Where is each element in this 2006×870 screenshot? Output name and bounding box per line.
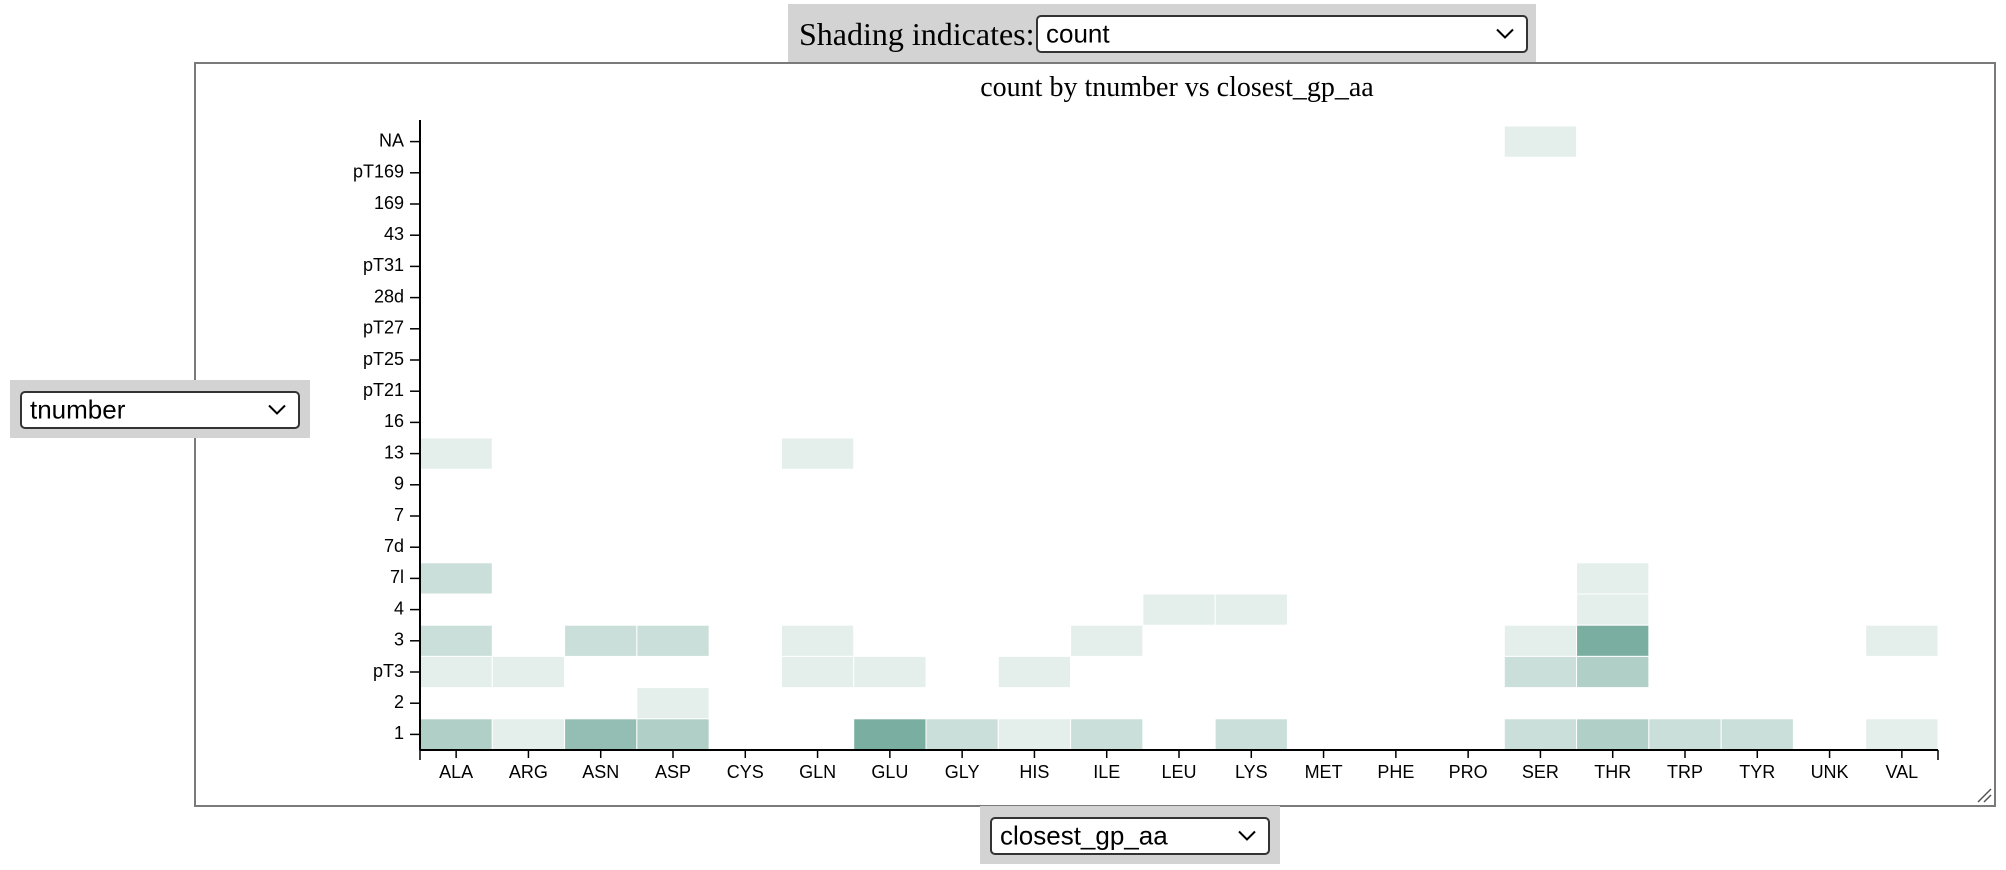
y-tick-label: 7l bbox=[390, 567, 404, 587]
x-tick-label: MET bbox=[1305, 762, 1343, 782]
heatmap-cell bbox=[853, 718, 927, 751]
heatmap-cell bbox=[1142, 593, 1216, 626]
heatmap-cell bbox=[1214, 593, 1288, 626]
y-tick-label: 3 bbox=[394, 630, 404, 650]
heatmap-cell bbox=[997, 718, 1072, 751]
heatmap-cell bbox=[636, 624, 710, 657]
x-axis-control: closest_gp_aa bbox=[980, 806, 1280, 864]
y-tick-label: pT21 bbox=[363, 380, 404, 400]
x-tick-label: ALA bbox=[439, 762, 473, 782]
heatmap-cell bbox=[925, 718, 999, 751]
heatmap-cell bbox=[1576, 593, 1650, 626]
resize-handle-icon[interactable] bbox=[1976, 787, 1992, 803]
x-select-value: closest_gp_aa bbox=[1000, 820, 1168, 851]
heatmap-cell bbox=[1576, 655, 1650, 689]
heatmap-cell bbox=[1214, 718, 1288, 751]
x-tick-label: GLY bbox=[945, 762, 980, 782]
heatmap-cell bbox=[1648, 718, 1722, 751]
heatmap-cell bbox=[780, 624, 855, 657]
heatmap-cell bbox=[419, 718, 493, 751]
heatmap-cell bbox=[1576, 624, 1650, 657]
heatmap-cell bbox=[853, 655, 927, 689]
x-tick-label: ASN bbox=[582, 762, 619, 782]
x-tick-label: LYS bbox=[1235, 762, 1268, 782]
x-tick-label: TRP bbox=[1667, 762, 1703, 782]
x-tick-label: LEU bbox=[1161, 762, 1196, 782]
heatmap-cell bbox=[491, 718, 566, 751]
y-select-value: tnumber bbox=[30, 394, 126, 425]
x-tick-label: ARG bbox=[509, 762, 548, 782]
y-tick-label: pT169 bbox=[353, 162, 404, 182]
y-tick-label: 43 bbox=[384, 224, 404, 244]
y-tick-label: 7 bbox=[394, 505, 404, 525]
y-tick-label: 28d bbox=[374, 286, 404, 306]
heatmap-cell bbox=[1865, 718, 1939, 751]
x-tick-label: THR bbox=[1594, 762, 1631, 782]
heatmap-cell bbox=[1503, 125, 1578, 158]
y-tick-label: 2 bbox=[394, 692, 404, 712]
x-tick-label: PRO bbox=[1449, 762, 1488, 782]
shading-control: Shading indicates: count bbox=[788, 4, 1536, 62]
heatmap-cell bbox=[564, 718, 638, 751]
y-tick-label: 16 bbox=[384, 411, 404, 431]
y-tick-label: 169 bbox=[374, 193, 404, 213]
heatmap-cell bbox=[419, 624, 493, 657]
y-variable-select[interactable]: tnumber bbox=[20, 391, 300, 429]
heatmap-cell bbox=[564, 624, 638, 657]
shading-label: Shading indicates: bbox=[799, 16, 1035, 52]
y-axis-control: tnumber bbox=[10, 380, 310, 438]
x-tick-label: PHE bbox=[1377, 762, 1414, 782]
chart-title: count by tnumber vs closest_gp_aa bbox=[980, 72, 1374, 103]
shading-select-value: count bbox=[1046, 18, 1110, 49]
chevron-down-icon bbox=[1238, 830, 1256, 841]
heatmap-cells bbox=[419, 125, 1939, 751]
heatmap-cell bbox=[491, 655, 566, 689]
heatmap-cell bbox=[997, 655, 1072, 689]
x-tick-label: TYR bbox=[1739, 762, 1775, 782]
heatmap-cell bbox=[1070, 718, 1144, 751]
heatmap-cell bbox=[419, 437, 493, 470]
y-tick-label: 1 bbox=[394, 723, 404, 743]
y-tick-label: pT25 bbox=[363, 349, 404, 369]
x-tick-label: GLN bbox=[799, 762, 836, 782]
x-variable-select[interactable]: closest_gp_aa bbox=[990, 817, 1270, 855]
y-axis: NApT16916943pT3128dpT27pT25pT211613977d7… bbox=[353, 120, 421, 750]
x-tick-label: UNK bbox=[1811, 762, 1849, 782]
heatmap-cell bbox=[419, 655, 493, 689]
y-tick-label: pT31 bbox=[363, 255, 404, 275]
x-tick-label: ILE bbox=[1093, 762, 1120, 782]
y-tick-label: 9 bbox=[394, 474, 404, 494]
heatmap-cell bbox=[636, 687, 710, 720]
x-tick-label: SER bbox=[1522, 762, 1559, 782]
y-tick-label: 7d bbox=[384, 536, 404, 556]
heatmap-cell bbox=[636, 718, 710, 751]
chevron-down-icon bbox=[268, 404, 286, 415]
heatmap-cell bbox=[780, 437, 855, 470]
y-tick-label: pT27 bbox=[363, 318, 404, 338]
x-tick-label: ASP bbox=[655, 762, 691, 782]
heatmap-cell bbox=[1503, 718, 1578, 751]
chevron-down-icon bbox=[1496, 28, 1514, 39]
y-tick-label: 13 bbox=[384, 442, 404, 462]
heatmap-cell bbox=[1070, 624, 1144, 657]
heatmap-cell bbox=[1576, 562, 1650, 595]
x-tick-label: HIS bbox=[1019, 762, 1049, 782]
x-tick-label: GLU bbox=[871, 762, 908, 782]
shading-select[interactable]: count bbox=[1036, 15, 1528, 53]
heatmap-cell bbox=[780, 655, 855, 689]
x-axis: ALA ARG ASN ASP CYS GLN GLU GLY HIS ILE LEU LYS MET P… bbox=[419, 749, 1939, 782]
x-tick-label: CYS bbox=[727, 762, 764, 782]
heatmap-cell bbox=[419, 562, 493, 595]
y-tick-label: 4 bbox=[394, 598, 404, 618]
heatmap-chart: count by tnumber vs closest_gp_aa NA pT16… bbox=[353, 72, 1939, 782]
heatmap-cell bbox=[1503, 624, 1578, 657]
heatmap-cell bbox=[1720, 718, 1794, 751]
heatmap-cell bbox=[1503, 655, 1578, 689]
chart-frame: count by tnumber vs closest_gp_aa NA pT16… bbox=[194, 62, 1996, 807]
y-tick-label: pT3 bbox=[373, 661, 404, 681]
heatmap-cell bbox=[1576, 718, 1650, 751]
heatmap-cell bbox=[1865, 624, 1939, 657]
y-tick-label: NA bbox=[379, 130, 404, 150]
x-tick-label: VAL bbox=[1886, 762, 1919, 782]
